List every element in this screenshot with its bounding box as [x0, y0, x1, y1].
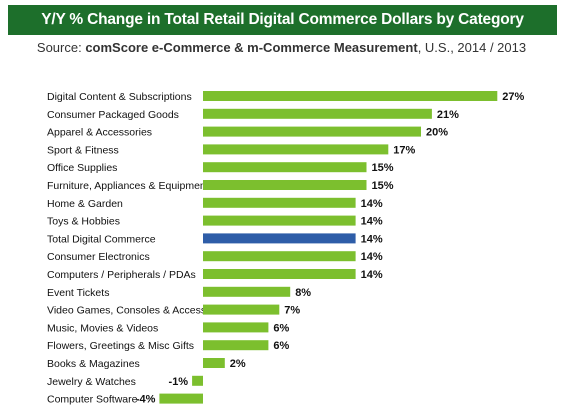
value-label-furniture-appliances-equipment: 15% [372, 180, 394, 192]
value-label-books-magazines: 2% [230, 358, 246, 370]
category-label-consumer-electronics: Consumer Electronics [47, 251, 150, 263]
source-details: , U.S., 2014 / 2013 [417, 40, 527, 55]
category-label-music-movies-videos: Music, Movies & Videos [47, 322, 158, 334]
bar-event-tickets [203, 286, 291, 297]
category-label-furniture-appliances-equipment: Furniture, Appliances & Equipment [47, 180, 209, 192]
bar-office-supplies [203, 162, 367, 173]
category-label-digital-content-subscriptions: Digital Content & Subscriptions [47, 91, 192, 103]
value-label-computer-software: -4% [136, 394, 156, 406]
category-label-home-garden: Home & Garden [47, 198, 123, 210]
bar-video-games-consoles-accessories [203, 304, 280, 315]
bar-jewelry-watches [192, 375, 203, 386]
value-label-toys-hobbies: 14% [361, 216, 383, 228]
bar-furniture-appliances-equipment [203, 180, 367, 190]
bar-toys-hobbies [203, 215, 356, 226]
source-name: comScore e-Commerce & m-Commerce Measure… [85, 40, 418, 55]
category-label-toys-hobbies: Toys & Hobbies [47, 216, 120, 228]
chart-title: Y/Y % Change in Total Retail Digital Com… [41, 11, 524, 28]
bar-apparel-accessories [203, 126, 421, 137]
bar-total-digital-commerce [203, 233, 356, 244]
category-label-computer-software: Computer Software [47, 394, 138, 406]
value-label-event-tickets: 8% [295, 287, 311, 299]
value-label-office-supplies: 15% [372, 162, 394, 174]
value-label-consumer-electronics: 14% [361, 251, 383, 263]
category-label-event-tickets: Event Tickets [47, 287, 109, 299]
value-label-computers-peripherals-pdas: 14% [361, 269, 383, 281]
category-label-office-supplies: Office Supplies [47, 162, 117, 174]
category-label-flowers-greetings-misc-gifts: Flowers, Greetings & Misc Gifts [47, 340, 194, 352]
bar-home-garden [203, 197, 356, 208]
category-label-apparel-accessories: Apparel & Accessories [47, 127, 152, 139]
value-label-sport-fitness: 17% [393, 144, 415, 156]
category-label-consumer-packaged-goods: Consumer Packaged Goods [47, 109, 179, 121]
value-label-apparel-accessories: 20% [426, 127, 448, 139]
bar-flowers-greetings-misc-gifts [203, 340, 269, 351]
value-label-home-garden: 14% [361, 198, 383, 210]
category-label-sport-fitness: Sport & Fitness [47, 144, 119, 156]
title-bar: Y/Y % Change in Total Retail Digital Com… [8, 5, 557, 35]
bar-digital-content-subscriptions [203, 91, 498, 101]
category-label-books-magazines: Books & Magazines [47, 358, 140, 370]
value-label-flowers-greetings-misc-gifts: 6% [273, 340, 289, 352]
value-label-consumer-packaged-goods: 21% [437, 109, 459, 121]
bar-music-movies-videos [203, 322, 269, 333]
bar-consumer-electronics [203, 251, 356, 262]
source-label: Source: [36, 40, 86, 55]
category-label-computers-peripherals-pdas: Computers / Peripherals / PDAs [47, 269, 196, 281]
category-label-video-games-consoles-accessories: Video Games, Consoles & Accessories [47, 305, 229, 317]
bar-computers-peripherals-pdas [203, 269, 356, 279]
chart-subtitle: Source: comScore e-Commerce & m-Commerce… [0, 40, 563, 55]
value-label-jewelry-watches: -1% [169, 376, 189, 388]
value-label-total-digital-commerce: 14% [361, 233, 383, 245]
bar-books-magazines [203, 358, 225, 368]
value-label-music-movies-videos: 6% [273, 322, 289, 334]
bar-consumer-packaged-goods [203, 108, 432, 119]
bar-computer-software [159, 393, 203, 404]
value-label-digital-content-subscriptions: 27% [502, 91, 524, 103]
category-label-total-digital-commerce: Total Digital Commerce [47, 233, 156, 245]
bar-sport-fitness [203, 144, 389, 155]
value-label-video-games-consoles-accessories: 7% [284, 305, 300, 317]
category-label-jewelry-watches: Jewelry & Watches [47, 376, 136, 388]
